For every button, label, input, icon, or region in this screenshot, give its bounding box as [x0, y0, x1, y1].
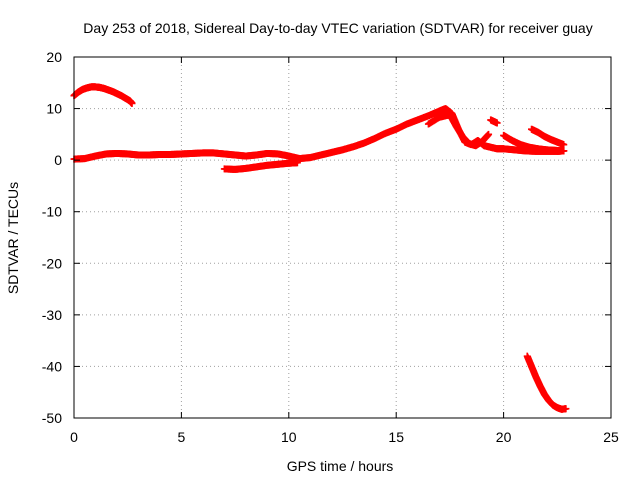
series-arc-1 — [70, 83, 136, 107]
y-tick-label: -10 — [42, 204, 62, 220]
series-arc-2 — [70, 105, 568, 163]
data-point — [560, 147, 568, 155]
axis-ticks — [73, 56, 612, 419]
data-point — [493, 119, 501, 127]
y-tick-label: 20 — [46, 49, 62, 65]
x-tick-label: 10 — [281, 429, 297, 445]
series-arc-5 — [487, 116, 501, 127]
data-point — [560, 141, 568, 149]
y-tick-label: -40 — [42, 358, 62, 374]
series-arc-3 — [220, 159, 301, 173]
y-tick-label: -20 — [42, 255, 62, 271]
x-tick-label: 15 — [388, 429, 404, 445]
tick-labels: 0 5 10 15 20 25 20 10 0 -10 -20 -30 -40 -50 — [42, 49, 619, 445]
y-axis-label: SDTVAR / TECUs — [5, 182, 21, 294]
x-tick-label: 25 — [603, 429, 619, 445]
grid-lines — [74, 57, 611, 418]
data-point — [485, 130, 493, 138]
series-arc-4 — [424, 111, 493, 150]
chart-title: Day 253 of 2018, Sidereal Day-to-day VTE… — [83, 20, 592, 36]
y-tick-label: 10 — [46, 101, 62, 117]
data-point — [562, 405, 570, 413]
x-tick-label: 5 — [178, 429, 186, 445]
series-arc-8 — [523, 352, 570, 413]
y-tick-label: 0 — [54, 152, 62, 168]
data-point — [128, 99, 136, 107]
data-point — [293, 159, 301, 167]
series-arc-7 — [528, 125, 568, 149]
x-tick-label: 20 — [496, 429, 512, 445]
x-axis-label: GPS time / hours — [287, 458, 394, 474]
y-tick-label: -50 — [42, 410, 62, 426]
x-tick-label: 0 — [70, 429, 78, 445]
y-tick-label: -30 — [42, 307, 62, 323]
data-series — [70, 83, 570, 413]
plot-frame — [73, 56, 612, 419]
series-arc-6 — [500, 131, 568, 155]
